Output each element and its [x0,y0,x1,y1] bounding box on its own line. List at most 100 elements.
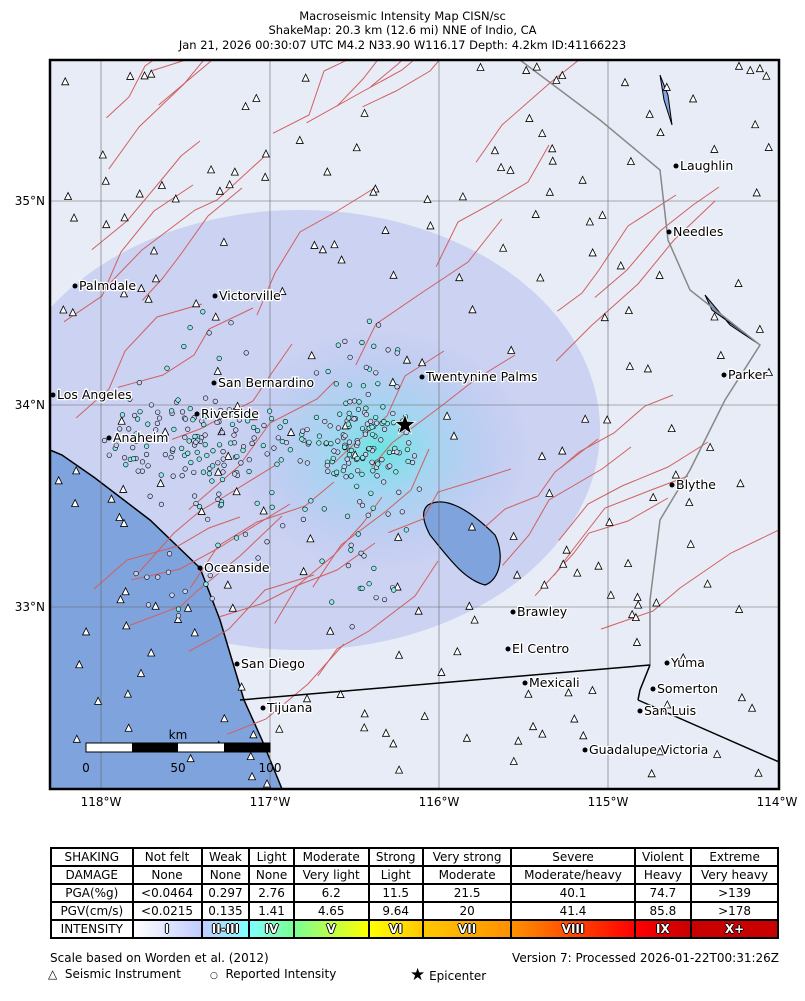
reported-intensity-icon [188,459,194,466]
seismic-instrument-icon [649,492,658,501]
fault [306,60,415,124]
city-laughlin: Laughlin [673,157,735,174]
reported-intensity-icon [255,555,261,561]
intensity-map: Laughlin Needles Palmdale Victorville Parker… [15,58,798,809]
seismic-instrument-icon [122,621,131,630]
seismic-instrument-icon [667,423,676,433]
seismic-instrument-icon [190,627,199,637]
reported-intensity-icon [215,542,221,548]
reported-intensity-icon [379,457,385,463]
seismic-instrument-icon [588,685,597,694]
reported-intensity-icon [216,355,222,361]
key-instrument-label: Seismic Instrument [64,967,181,981]
reported-intensity-icon [243,350,249,356]
seismic-instrument-icon [262,779,272,788]
reported-intensity-icon [135,468,141,474]
fault [256,188,374,316]
reported-intensity-icon [348,447,354,453]
fault [557,194,677,312]
seismic-instrument-icon [600,312,609,322]
star-icon: ★ [410,965,426,985]
seismic-instrument-icon [606,590,615,599]
seismic-instrument-icon [645,109,654,118]
seismic-instrument-icon [241,101,250,111]
reported-intensity-icon [244,418,251,424]
seismic-instrument-icon [230,167,239,176]
city-label: San Bernardino [218,375,314,390]
seismic-instrument-icon [426,221,435,230]
reported-intensity-icon [355,406,362,412]
reported-intensity-icon [365,391,371,398]
seismic-instrument-icon [423,194,432,204]
reported-intensity-icon [168,454,174,460]
legend-row: DAMAGE None None None Very light Light Moderat… [50,865,779,885]
reported-intensity-icon [158,501,165,507]
reported-intensity-icon [405,458,411,464]
seismic-instrument-icon [716,350,725,359]
reported-intensity-icon [360,455,366,461]
reported-intensity-icon [333,381,339,387]
scale-tick: 100 [259,761,282,775]
seismic-instrument-icon [121,586,130,596]
reported-intensity-icon [394,384,400,390]
seismic-instrument-icon [69,213,79,222]
seismic-instrument-icon [562,545,571,554]
seismic-instrument-icon [213,366,222,375]
reported-intensity-icon [313,414,320,420]
state-border [519,60,761,665]
seismic-instrument-icon [632,637,642,646]
seismic-instrument-icon [318,244,327,254]
reported-intensity-icon [169,592,175,598]
reported-intensity-icon [156,415,163,421]
city-label: Somerton [657,681,718,696]
seismic-instrument-icon [470,615,479,624]
reported-intensity-icon [175,613,182,619]
city-label: Tijuana [266,700,312,715]
fault [355,218,503,366]
reported-intensity-icon [390,410,396,417]
map-title: Macroseismic Intensity Map CISN/sc [299,9,506,23]
reported-intensity-icon [165,569,172,575]
seismic-instrument-icon [124,723,133,732]
seismic-instrument-icon [528,721,538,731]
city-label: Twentynine Palms [425,369,537,384]
seismic-instrument-icon [540,580,549,589]
legend-cell: Extreme [690,847,779,867]
seismic-instrument-icon [736,478,745,488]
reported-intensity-icon [335,438,341,444]
seismic-instrument-icon [119,484,128,493]
lon-label: 117°W [250,795,291,809]
reported-intensity-icon [359,585,365,591]
reported-intensity-icon [370,505,376,511]
reported-intensity-icon [362,431,369,437]
circle-icon: ○ [210,971,218,981]
reported-intensity-icon [200,469,207,475]
fault [388,468,512,534]
seismic-instrument-icon [755,324,764,333]
reported-intensity-icon [147,493,153,499]
reported-intensity-icon [365,512,371,518]
reported-intensity-icon [368,418,374,424]
reported-intensity-icon [220,469,226,475]
seismic-instrument-icon [643,364,653,373]
seismic-instrument-icon [703,579,712,588]
reported-intensity-icon [142,435,148,441]
fault [560,394,674,469]
seismic-instrument-icon [462,733,472,742]
seismic-instrument-icon [671,470,681,479]
reported-intensity-icon [206,471,212,477]
seismic-instrument-icon [713,749,722,758]
legend-cell: 11.5 [367,883,424,903]
reported-intensity-icon [170,473,176,479]
intensity-swatch: IX [633,919,693,939]
reported-intensity-icon [251,435,257,441]
reported-intensity-icon [321,506,327,512]
seismic-instrument-icon [117,416,126,425]
reported-intensity-icon [126,426,132,432]
fault [131,503,291,581]
legend-cell: Heavy [633,865,693,885]
reported-intensity-icon [101,437,108,444]
reported-intensity-icon [219,429,225,436]
seismic-instrument-icon [737,692,747,702]
seismic-instrument-icon [538,729,547,738]
